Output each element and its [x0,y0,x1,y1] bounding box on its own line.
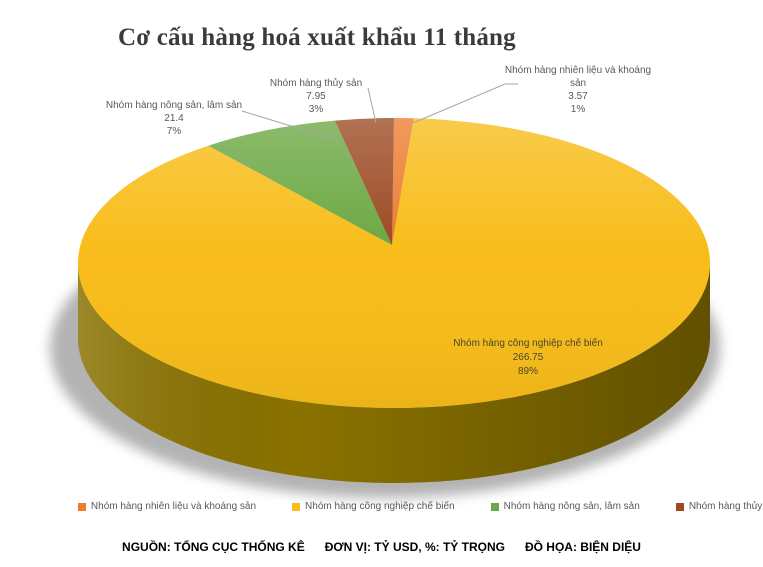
callout-percent: 1% [570,104,586,115]
leader-line-seafood [367,87,377,124]
page-title: Cơ cấu hàng hoá xuất khẩu 11 tháng [118,24,516,51]
legend-item-industry: Nhóm hàng công nghiệp chế biến [292,501,455,512]
legend-label: Nhóm hàng công nghiệp chế biến [305,501,455,512]
leader-line-fuel [412,83,518,124]
callout-value: 266.75 [512,352,544,363]
legend-item-agri: Nhóm hàng nông sản, lâm sản [490,501,640,512]
pie-overlays [78,83,710,408]
callout-fuel-minerals: Nhóm hàng nhiên liệu và khoáng sản 3.57 … [504,64,652,116]
legend-swatch-fuel [77,502,86,511]
callout-industry: Nhóm hàng công nghiệp chế biến 266.75 89… [433,337,623,379]
legend-swatch-agri [490,502,499,511]
pie-sheen [78,118,710,408]
callout-percent: 3% [308,104,324,115]
legend-item-fuel: Nhóm hàng nhiên liệu và khoáng sản [77,501,257,512]
legend-label: Nhóm hàng thủy sản [688,501,763,512]
callout-seafood: Nhóm hàng thủy sản 7.95 3% [246,77,386,116]
callout-label: Nhóm hàng nhiên liệu và khoáng sản [504,65,652,89]
legend: Nhóm hàng nhiên liệu và khoáng sản Nhóm … [0,501,763,512]
footer-credit: ĐỒ HỌA: BIỆN DIỆU [524,540,641,554]
legend-label: Nhóm hàng nhiên liệu và khoáng sản [90,501,257,512]
legend-item-seafood: Nhóm hàng thủy sản [675,501,763,512]
callout-value: 21.4 [164,113,184,124]
callout-label: Nhóm hàng công nghiệp chế biến [453,338,603,349]
leader-line-agri [241,110,341,142]
legend-swatch-seafood [675,502,684,511]
footer-source: NGUỒN: TỔNG CỤC THỐNG KÊ [122,540,305,554]
legend-swatch-industry [292,502,301,511]
legend-label: Nhóm hàng nông sản, lâm sản [503,501,640,512]
callout-label: Nhóm hàng thủy sản [269,78,363,89]
footer-unit: ĐƠN VỊ: TỶ USD, %: TỶ TRỌNG [324,540,505,554]
callout-value: 7.95 [306,91,326,102]
callout-value: 3.57 [568,91,588,102]
callout-percent: 7% [166,126,182,137]
callout-percent: 89% [517,366,538,377]
callout-label: Nhóm hàng nông sản, lâm sản [105,100,243,111]
footer: NGUỒN: TỔNG CỤC THỐNG KÊ ĐƠN VỊ: TỶ USD,… [0,540,763,554]
callout-agri-forestry: Nhóm hàng nông sản, lâm sản 21.4 7% [89,99,259,138]
